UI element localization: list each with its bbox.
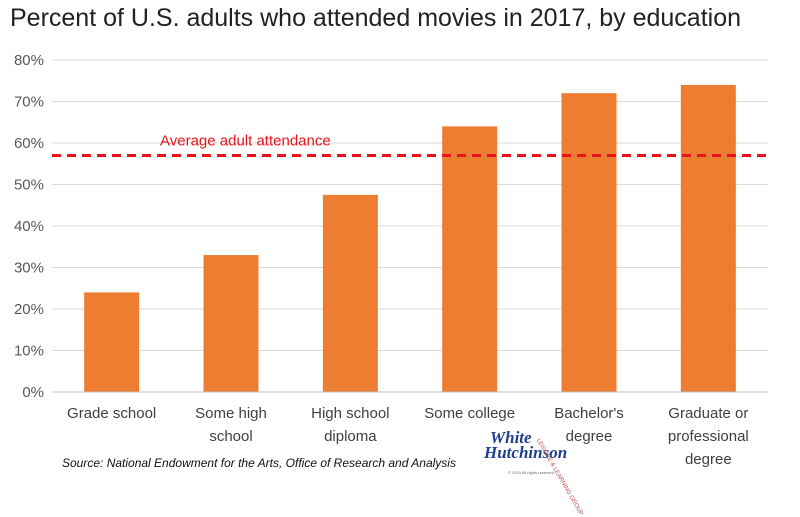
logo-line1: White [490,428,532,447]
y-tick-label: 40% [14,218,44,235]
white-hutchinson-logo: White Hutchinson LEISURE & LEARNING GROU… [482,428,584,517]
logo-line2: Hutchinson [484,443,568,462]
x-tick-label: Bachelor's degree [554,405,624,445]
y-tick-label: 20% [14,301,44,318]
x-tick-label: High school diploma [311,405,389,445]
bar [203,255,259,392]
bar-chart: 0% 10% 20% 30% 40% 50% 60% 70% 80% Grade school So… [14,52,768,468]
y-tick-label: 60% [14,135,44,152]
x-tick-label: Some college [424,405,515,422]
y-tick-label: 0% [22,384,44,401]
bar [322,194,378,392]
logo-copyright: © 2019 All rights reserved [508,470,554,475]
y-tick-label: 30% [14,260,44,277]
y-tick-label: 50% [14,177,44,194]
x-tick-label: Graduate or professional degree [668,405,749,468]
y-tick-label: 70% [14,94,44,111]
y-tick-label: 10% [14,343,44,360]
bar [84,292,140,392]
x-tick-label: Some high school [195,405,267,445]
chart-title: Percent of U.S. adults who attended movi… [10,4,742,32]
bar [442,126,498,393]
source-note: Source: National Endowment for the Arts,… [62,456,456,470]
bar [680,84,736,393]
reference-line-label: Average adult attendance [160,132,331,149]
bar [561,93,617,392]
x-tick-label: Grade school [67,405,156,422]
y-tick-label: 80% [14,52,44,69]
